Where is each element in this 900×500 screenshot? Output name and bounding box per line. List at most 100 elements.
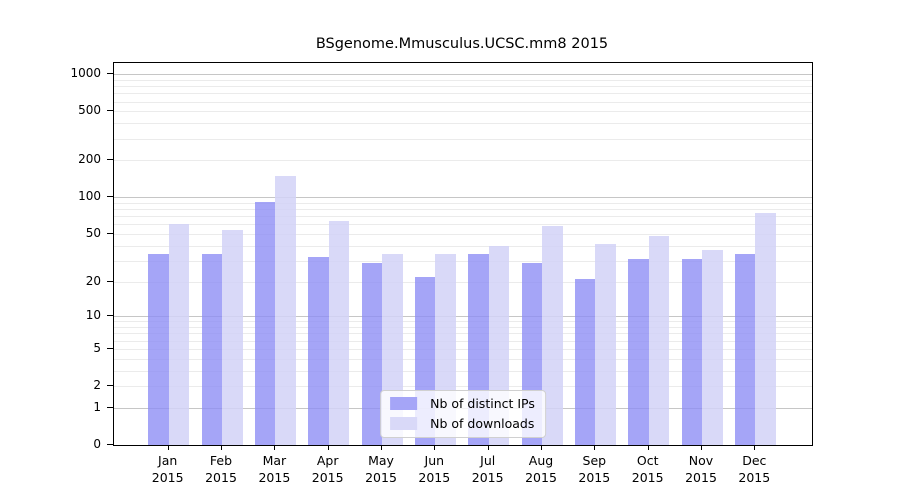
x-tick-month: Oct <box>636 453 659 468</box>
y-gridline-major <box>114 316 812 318</box>
x-tick-mark <box>434 445 436 450</box>
y-gridline-minor <box>114 333 812 335</box>
bar-distinct-ips-Sep <box>574 279 596 445</box>
x-tick-year: 2015 <box>311 470 344 485</box>
y-tick-label: 20 <box>85 273 101 288</box>
x-tick-mark <box>541 445 542 450</box>
y-gridline-minor <box>114 370 812 372</box>
x-tick-year: 2015 <box>525 470 557 485</box>
legend-label-distinct-ips: Nb of distinct IPs <box>430 396 535 411</box>
x-tick-label: Dec 2015 <box>724 452 784 486</box>
x-tick-year: 2015 <box>365 470 397 485</box>
y-tick-label: 1 <box>93 399 101 414</box>
y-tick-mark <box>107 73 113 75</box>
bar-distinct-ips-Dec <box>734 254 756 445</box>
y-tick-label: 200 <box>78 152 101 167</box>
y-tick-mark <box>107 406 113 408</box>
y-gridline-minor <box>114 209 812 211</box>
bar-distinct-ips-Nov <box>681 259 702 445</box>
legend-label-downloads: Nb of downloads <box>430 416 535 431</box>
bar-distinct-ips-Apr <box>308 257 329 445</box>
legend-swatch-downloads <box>390 417 418 430</box>
y-tick-mark <box>107 159 113 161</box>
bar-distinct-ips-Jan <box>148 254 169 445</box>
x-tick-month: Dec <box>742 453 767 468</box>
bar-distinct-ips-Oct <box>628 259 649 445</box>
x-tick-year: 2015 <box>685 470 717 485</box>
y-gridline-minor <box>114 348 812 350</box>
x-tick-month: Sep <box>582 453 607 468</box>
x-tick-label: Jun 2015 <box>404 452 464 486</box>
x-tick-year: 2015 <box>258 470 291 485</box>
chart-title: BSgenome.Mmusculus.UCSC.mm8 2015 <box>315 36 609 52</box>
y-gridline-minor <box>114 79 812 81</box>
x-tick-label: Jan 2015 <box>138 452 198 486</box>
bar-downloads-Apr <box>328 221 350 445</box>
y-tick-label: 100 <box>78 189 101 204</box>
y-gridline-minor <box>114 86 812 88</box>
y-gridline-minor <box>114 202 812 204</box>
x-tick-year: 2015 <box>578 470 611 485</box>
x-tick-month: May <box>368 453 394 468</box>
y-gridline-minor <box>114 216 812 218</box>
y-tick-label: 1000 <box>70 66 101 81</box>
y-tick-mark <box>107 315 113 317</box>
x-tick-month: Feb <box>209 453 233 468</box>
y-tick-mark <box>107 196 113 198</box>
x-tick-label: May 2015 <box>351 452 411 486</box>
x-tick-label: Sep 2015 <box>564 452 624 486</box>
bar-downloads-Jan <box>168 224 190 445</box>
bar-distinct-ips-May <box>361 262 382 445</box>
bar-distinct-ips-Mar <box>254 202 276 445</box>
y-gridline-minor <box>114 111 812 113</box>
x-tick-year: 2015 <box>738 470 771 485</box>
bar-distinct-ips-Feb <box>201 254 222 445</box>
x-tick-label: Nov 2015 <box>671 452 731 486</box>
x-tick-label: Apr 2015 <box>298 452 358 486</box>
x-tick-label: Jul 2015 <box>458 452 518 486</box>
x-tick-month: Apr <box>316 453 339 468</box>
y-tick-label: 5 <box>93 340 101 355</box>
y-tick-mark <box>107 233 113 234</box>
y-tick-mark <box>107 110 113 112</box>
y-tick-mark <box>107 385 113 386</box>
y-gridline-minor <box>114 260 812 262</box>
legend: Nb of distinct IPs Nb of downloads <box>380 390 546 438</box>
bar-downloads-Mar <box>275 175 296 445</box>
x-tick-month: Aug <box>528 453 554 468</box>
y-gridline-minor <box>114 160 812 162</box>
x-tick-year: 2015 <box>418 470 451 485</box>
x-tick-mark <box>594 445 596 450</box>
y-gridline-minor <box>114 321 812 323</box>
x-tick-mark <box>487 445 489 450</box>
y-gridline-minor <box>114 234 812 235</box>
y-gridline-minor <box>114 224 812 226</box>
y-tick-label: 500 <box>78 103 101 118</box>
plot-area: Nb of distinct IPs Nb of downloads <box>113 62 813 446</box>
y-tick-mark <box>107 280 113 282</box>
y-gridline-minor <box>114 358 812 360</box>
y-gridline-minor <box>114 386 812 387</box>
x-tick-mark <box>221 445 222 450</box>
legend-item-downloads: Nb of downloads <box>390 416 535 431</box>
legend-item-distinct-ips: Nb of distinct IPs <box>390 396 535 411</box>
x-tick-month: Jul <box>480 453 496 468</box>
bar-downloads-Feb <box>222 230 243 445</box>
x-tick-month: Mar <box>262 453 287 468</box>
y-tick-label: 0 <box>93 437 101 451</box>
y-gridline-minor <box>114 245 812 247</box>
x-tick-month: Nov <box>688 453 714 468</box>
x-tick-mark <box>167 445 169 450</box>
x-tick-mark <box>647 445 649 450</box>
y-gridline-major <box>114 74 812 76</box>
y-gridline-minor <box>114 101 812 103</box>
y-gridline-minor <box>114 138 812 140</box>
y-tick-mark <box>107 444 113 445</box>
y-gridline-minor <box>114 281 812 283</box>
x-tick-mark <box>381 445 382 450</box>
y-tick-label: 10 <box>85 308 101 323</box>
x-tick-label: Oct 2015 <box>618 452 678 486</box>
x-tick-mark <box>327 445 329 450</box>
x-tick-label: Mar 2015 <box>244 452 304 486</box>
